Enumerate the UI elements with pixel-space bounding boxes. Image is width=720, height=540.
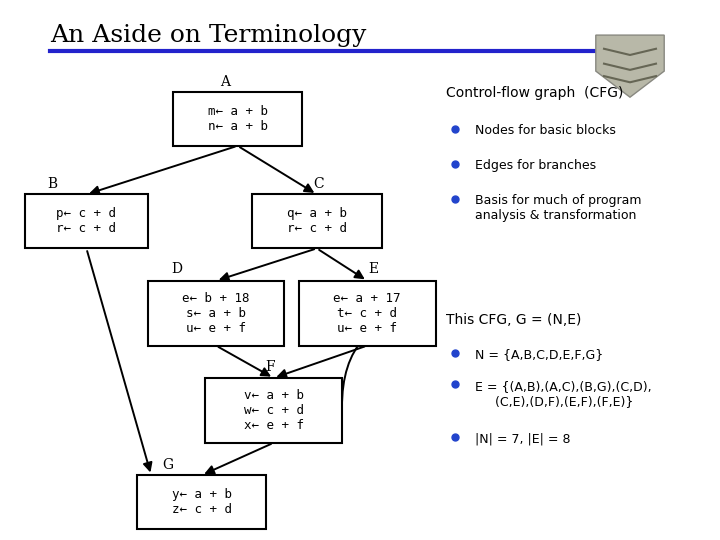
Text: Nodes for basic blocks: Nodes for basic blocks [475,124,616,137]
Text: An Aside on Terminology: An Aside on Terminology [50,24,366,48]
Text: y← a + b
z← c + d: y← a + b z← c + d [171,488,232,516]
FancyBboxPatch shape [252,194,382,248]
Text: F: F [265,360,274,374]
Text: G: G [163,458,174,472]
Text: v← a + b
w← c + d
x← e + f: v← a + b w← c + d x← e + f [243,389,304,432]
Text: e← a + 17
t← c + d
u← e + f: e← a + 17 t← c + d u← e + f [333,292,401,335]
Text: N = {A,B,C,D,E,F,G}: N = {A,B,C,D,E,F,G} [475,348,603,361]
Polygon shape [596,35,665,97]
Text: Basis for much of program
analysis & transformation: Basis for much of program analysis & tra… [475,194,642,222]
Text: This CFG, G = (N,E): This CFG, G = (N,E) [446,313,582,327]
Text: e← b + 18
s← a + b
u← e + f: e← b + 18 s← a + b u← e + f [182,292,250,335]
Text: A: A [220,75,230,89]
FancyBboxPatch shape [137,475,266,529]
Text: B: B [47,177,57,191]
FancyBboxPatch shape [299,281,436,346]
FancyBboxPatch shape [173,92,302,146]
Text: D: D [171,262,182,276]
Text: m← a + b
n← a + b: m← a + b n← a + b [207,105,268,133]
Text: E: E [369,262,379,276]
Text: |N| = 7, |E| = 8: |N| = 7, |E| = 8 [475,433,571,446]
FancyBboxPatch shape [148,281,284,346]
Text: Edges for branches: Edges for branches [475,159,596,172]
FancyBboxPatch shape [205,378,342,443]
Text: p← c + d
r← c + d: p← c + d r← c + d [56,207,117,235]
Text: Control-flow graph  (CFG): Control-flow graph (CFG) [446,86,624,100]
Text: C: C [313,177,324,191]
FancyBboxPatch shape [25,194,148,248]
Text: E = {(A,B),(A,C),(B,G),(C,D),
     (C,E),(D,F),(E,F),(F,E)}: E = {(A,B),(A,C),(B,G),(C,D), (C,E),(D,F… [475,380,652,408]
Text: q← a + b
r← c + d: q← a + b r← c + d [287,207,347,235]
